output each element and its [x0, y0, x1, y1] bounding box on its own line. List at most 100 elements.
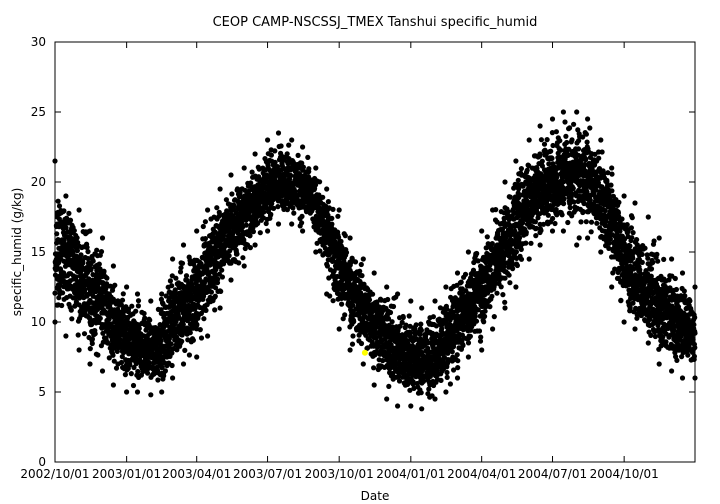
data-point [89, 340, 95, 347]
data-point [95, 352, 101, 358]
data-point [203, 307, 209, 313]
data-point [268, 152, 274, 158]
data-point [371, 365, 377, 371]
data-point [473, 318, 480, 324]
data-point [420, 378, 427, 384]
data-point [87, 346, 93, 352]
data-point [458, 279, 464, 285]
data-point [202, 219, 208, 225]
data-point [545, 212, 551, 218]
data-point [125, 306, 132, 312]
data-point [523, 240, 529, 246]
data-point [146, 360, 152, 366]
data-point [216, 209, 222, 215]
data-point [342, 312, 348, 318]
data-point [78, 252, 84, 258]
data-point [129, 303, 135, 309]
data-point [561, 201, 567, 207]
data-point [539, 158, 545, 164]
data-point [565, 219, 571, 226]
data-point [145, 370, 151, 376]
data-point [462, 271, 469, 277]
data-point [426, 386, 432, 392]
data-point [329, 215, 335, 221]
data-point [494, 290, 500, 296]
data-point [550, 215, 556, 222]
data-point [455, 365, 461, 371]
data-point [342, 233, 348, 239]
data-point [71, 228, 77, 234]
data-point [187, 330, 193, 336]
data-point [194, 321, 200, 328]
data-point [74, 235, 80, 241]
data-point [106, 355, 112, 361]
data-point [130, 382, 137, 389]
data-point [68, 307, 74, 313]
data-point [204, 302, 210, 308]
data-point [325, 199, 331, 205]
data-point [523, 229, 529, 235]
data-point [162, 368, 168, 374]
data-point [284, 151, 290, 157]
data-point [502, 299, 508, 305]
data-point [243, 222, 249, 228]
data-point [438, 377, 444, 383]
data-point [513, 249, 520, 255]
data-point [366, 297, 373, 303]
data-point [299, 213, 305, 219]
data-point [172, 287, 178, 293]
data-point [135, 298, 142, 304]
data-point [275, 204, 281, 210]
data-point [288, 172, 294, 178]
data-point [155, 377, 161, 383]
data-point [406, 313, 412, 319]
data-point [320, 194, 326, 200]
data-point [533, 233, 539, 239]
data-point [338, 238, 344, 244]
data-point [234, 251, 240, 257]
data-point [387, 309, 394, 316]
data-point [528, 240, 534, 246]
data-point [330, 298, 336, 304]
data-point [400, 314, 406, 321]
data-point [418, 321, 424, 327]
data-point [449, 349, 455, 355]
data-point [506, 272, 512, 278]
data-point [351, 319, 357, 325]
data-point [359, 273, 365, 279]
data-point [564, 139, 570, 146]
data-point [247, 245, 253, 251]
data-point [370, 291, 376, 297]
data-point [88, 266, 94, 272]
data-point [215, 276, 221, 282]
data-point [201, 316, 207, 322]
data-point [183, 273, 190, 279]
data-point [167, 278, 173, 284]
data-point [358, 340, 365, 347]
data-point [317, 179, 323, 185]
data-point [190, 337, 196, 343]
data-point [300, 164, 306, 170]
data-point [60, 290, 66, 296]
data-point [219, 274, 225, 280]
data-point [128, 371, 134, 377]
data-point [537, 151, 543, 157]
data-point [389, 319, 395, 325]
data-point [110, 352, 116, 358]
data-point [306, 166, 312, 172]
data-point [74, 248, 80, 254]
data-points [52, 109, 698, 412]
data-point [291, 210, 297, 216]
data-point [104, 275, 110, 281]
data-point [548, 148, 554, 154]
data-point [567, 125, 573, 131]
data-point [69, 316, 75, 322]
data-point [177, 269, 184, 275]
data-point [173, 275, 179, 281]
data-point [509, 266, 516, 272]
data-point [286, 142, 292, 148]
data-point [92, 331, 98, 337]
data-point [475, 258, 481, 264]
data-point [489, 293, 495, 299]
